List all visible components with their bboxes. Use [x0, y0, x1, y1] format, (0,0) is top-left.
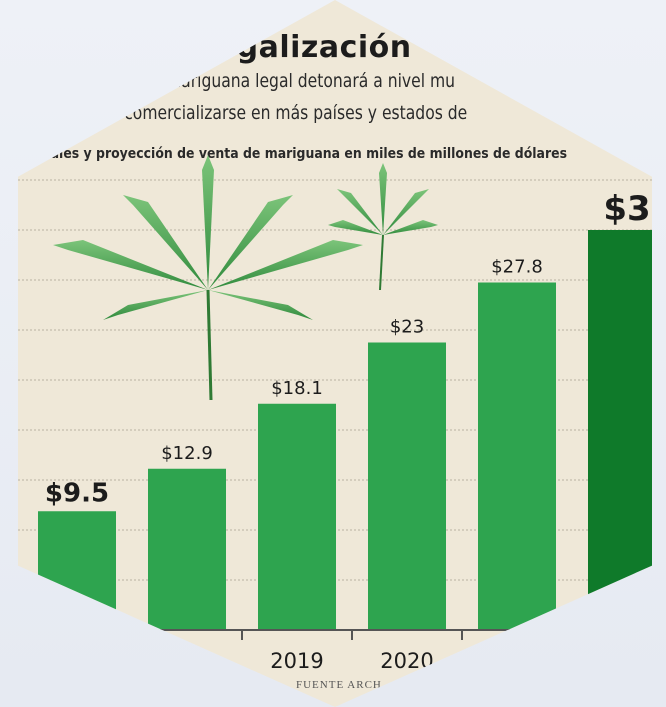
bar-2021: [478, 282, 556, 630]
bar-2020: [368, 342, 446, 630]
data-labels: $9.5 $12.9 $18.1 $23 $27.8 $3: [45, 189, 651, 508]
data-label-2019: $18.1: [271, 378, 323, 399]
bar-2018: [148, 468, 226, 630]
chart-caption: actuales y proyección de venta de marigu…: [20, 146, 568, 162]
bar-2019: [258, 403, 336, 630]
source-note: FUENTE ARCH: [296, 679, 382, 691]
cannabis-leaf-large-icon: [53, 155, 363, 401]
hexagon-frame: legalización mariguana legal detonará a …: [18, 0, 652, 707]
bar-2017: [38, 511, 116, 630]
data-label-2017: $9.5: [45, 478, 109, 508]
data-label-2022: $3: [603, 189, 650, 229]
x-tick-label-2020: 2020: [380, 649, 433, 673]
x-tick-label-2019: 2019: [270, 649, 323, 673]
bar-2022: [588, 230, 652, 630]
data-label-2021: $27.8: [491, 257, 543, 278]
bar-chart: $9.5 $12.9 $18.1 $23 $27.8 $3 2019 2020: [18, 155, 652, 673]
subtitle-line-1: mariguana legal detonará a nivel mu: [166, 70, 456, 92]
cannabis-leaf-small-icon: [328, 163, 438, 291]
subtitle-line-2: podrá comercializarse en más países y es…: [74, 102, 468, 124]
x-axis: 2019 2020: [18, 629, 652, 673]
data-label-2020: $23: [390, 317, 424, 338]
bars: [38, 230, 652, 630]
data-label-2018: $12.9: [161, 443, 213, 464]
